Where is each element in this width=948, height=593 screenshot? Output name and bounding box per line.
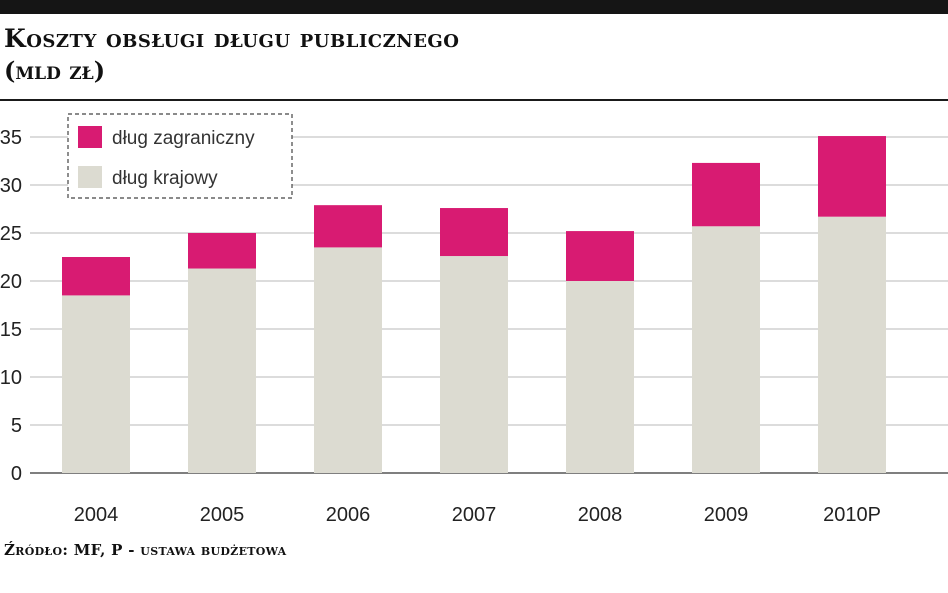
bar-domestic-2005: [188, 268, 256, 473]
y-tick-label: 0: [11, 463, 22, 485]
bar-domestic-2008: [566, 281, 634, 473]
bar-foreign-2007: [440, 208, 508, 257]
bar-domestic-2010P: [818, 216, 886, 473]
bar-foreign-2005: [188, 233, 256, 269]
bar-domestic-2009: [692, 226, 760, 473]
top-bar: [0, 0, 948, 14]
x-tick-label: 2005: [200, 504, 245, 526]
bar-foreign-2009: [692, 162, 760, 227]
legend: dług zagraniczny dług krajowy: [67, 113, 293, 199]
source-note: Źródło: MF, P - ustawa budżetowa: [4, 541, 287, 559]
x-axis-labels: 2004 2005 2006 2007 2008 2009 2010P: [74, 504, 881, 526]
x-tick-label: 2010P: [823, 504, 881, 526]
title-rule: [0, 99, 948, 101]
legend-box: [67, 113, 293, 199]
bars: [62, 136, 886, 473]
bar-foreign-2008: [566, 231, 634, 281]
y-tick-label: 20: [0, 271, 22, 293]
legend-swatch: [78, 126, 102, 148]
bar-domestic-2006: [314, 247, 382, 473]
x-tick-label: 2004: [74, 504, 119, 526]
x-tick-label: 2007: [452, 504, 497, 526]
bar-domestic-2007: [440, 256, 508, 473]
bar-foreign-2006: [314, 205, 382, 248]
chart-subtitle: (mld zł): [4, 56, 106, 85]
x-tick-label: 2009: [704, 504, 749, 526]
y-tick-label: 15: [0, 319, 22, 341]
y-axis-ticks: 0 5 10 15 20 25 30 35: [0, 127, 22, 485]
y-tick-label: 25: [0, 223, 22, 245]
bar-foreign-2010P: [818, 136, 886, 217]
bar-domestic-2004: [62, 295, 130, 473]
x-tick-label: 2008: [578, 504, 623, 526]
y-tick-label: 30: [0, 175, 22, 197]
legend-label: dług zagraniczny: [112, 128, 255, 149]
y-tick-label: 35: [0, 127, 22, 149]
x-tick-label: 2006: [326, 504, 371, 526]
chart-title: Koszty obsługi długu publicznego: [4, 24, 460, 53]
legend-label: dług krajowy: [112, 168, 218, 189]
y-tick-label: 10: [0, 367, 22, 389]
y-tick-label: 5: [11, 415, 22, 437]
bar-foreign-2004: [62, 257, 130, 296]
legend-swatch: [78, 166, 102, 188]
